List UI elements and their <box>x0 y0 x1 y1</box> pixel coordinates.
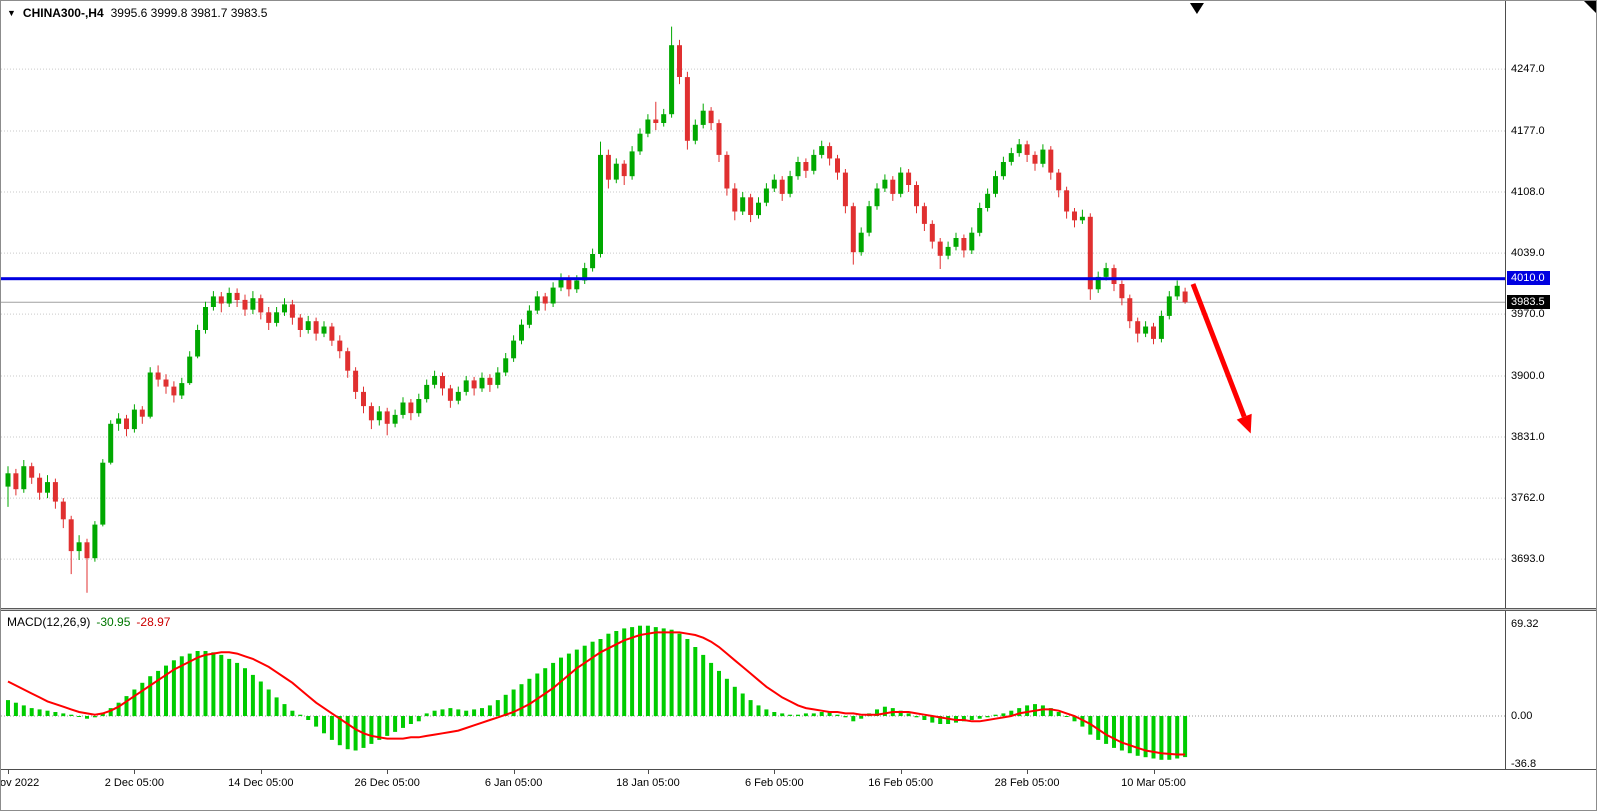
ohlc-readout: 3995.6 3999.8 3981.7 3983.5 <box>110 6 268 20</box>
time-axis-label: 14 Dec 05:00 <box>228 777 294 789</box>
time-axis-label: 16 Feb 05:00 <box>868 777 934 789</box>
time-axis-label: 22 Nov 2022 <box>0 777 40 789</box>
time-axis-tick <box>900 770 902 774</box>
macd-histogram <box>6 625 1188 760</box>
time-axis-tick <box>134 770 136 774</box>
time-axis-label: 6 Jan 05:00 <box>484 777 543 789</box>
time-axis-tick <box>1027 770 1029 774</box>
time-axis-tick <box>260 770 262 774</box>
time-axis-label: 2 Dec 05:00 <box>104 777 165 789</box>
indicator-value-signal: -28.97 <box>136 615 171 629</box>
candles <box>5 26 1188 593</box>
price-gridlines <box>1 68 1505 560</box>
time-axis-label: 18 Jan 05:00 <box>616 777 680 789</box>
indicator-name: MACD(12,26,9) <box>7 615 91 629</box>
main-chart-canvas[interactable] <box>1 1 1505 608</box>
price-axis-tick: 4177.0 <box>1511 124 1545 137</box>
price-axis-tick: 4039.0 <box>1511 246 1545 259</box>
down-arrow-annotation[interactable] <box>1190 283 1252 434</box>
price-axis-tick: 3900.0 <box>1511 369 1545 382</box>
price-axis-tick: 3693.0 <box>1511 552 1545 565</box>
time-axis-tick <box>774 770 776 774</box>
one-click-trading-icon[interactable]: ▼ <box>7 8 16 18</box>
time-axis-tick <box>387 770 389 774</box>
chart-title-bar: ▼ CHINA300-,H4 3995.6 3999.8 3981.7 3983… <box>7 6 267 20</box>
time-axis-label: 6 Feb 05:00 <box>744 777 804 789</box>
macd-axis-tick: 69.32 <box>1511 617 1539 630</box>
price-axis-tick: 4108.0 <box>1511 185 1545 198</box>
shift-marker-icon <box>1189 3 1204 14</box>
macd-signal-line <box>7 631 1186 756</box>
time-axis-tick <box>513 770 515 774</box>
price-axis-tick: 3762.0 <box>1511 491 1545 504</box>
time-axis-label: 26 Dec 05:00 <box>354 777 420 789</box>
current-price-label: 3983.5 <box>1507 294 1550 309</box>
horizontal-line[interactable] <box>1 277 1505 281</box>
panel-divider[interactable] <box>1 608 1596 611</box>
time-axis[interactable]: 22 Nov 2022 2 Dec 05:00 14 Dec 05:00 26 Dec… <box>0 769 1596 810</box>
symbol-timeframe-label: CHINA300-,H4 <box>22 6 104 20</box>
price-axis-tick: 3831.0 <box>1511 430 1545 443</box>
time-axis-label: 10 Mar 05:00 <box>1121 777 1186 789</box>
macd-axis-tick: -36.8 <box>1511 758 1537 771</box>
indicator-label: MACD(12,26,9) -30.95 -28.97 <box>7 615 170 629</box>
price-axis[interactable]: 4010.0 3983.5 4247.0 4177.0 4108.0 4039.0 39… <box>1505 1 1596 771</box>
price-axis-tick: 4247.0 <box>1511 62 1545 75</box>
macd-axis-tick: 0.00 <box>1511 709 1533 722</box>
corner-marker-icon <box>1584 1 1596 13</box>
indicator-value-main: -30.95 <box>96 615 131 629</box>
time-axis-tick <box>1153 770 1155 774</box>
time-axis-label: 28 Feb 05:00 <box>994 777 1060 789</box>
macd-panel-canvas[interactable] <box>1 611 1505 769</box>
time-axis-tick <box>647 770 649 774</box>
time-axis-tick <box>8 770 9 774</box>
hline-price-label: 4010.0 <box>1507 271 1550 286</box>
price-axis-tick: 3970.0 <box>1511 307 1545 320</box>
